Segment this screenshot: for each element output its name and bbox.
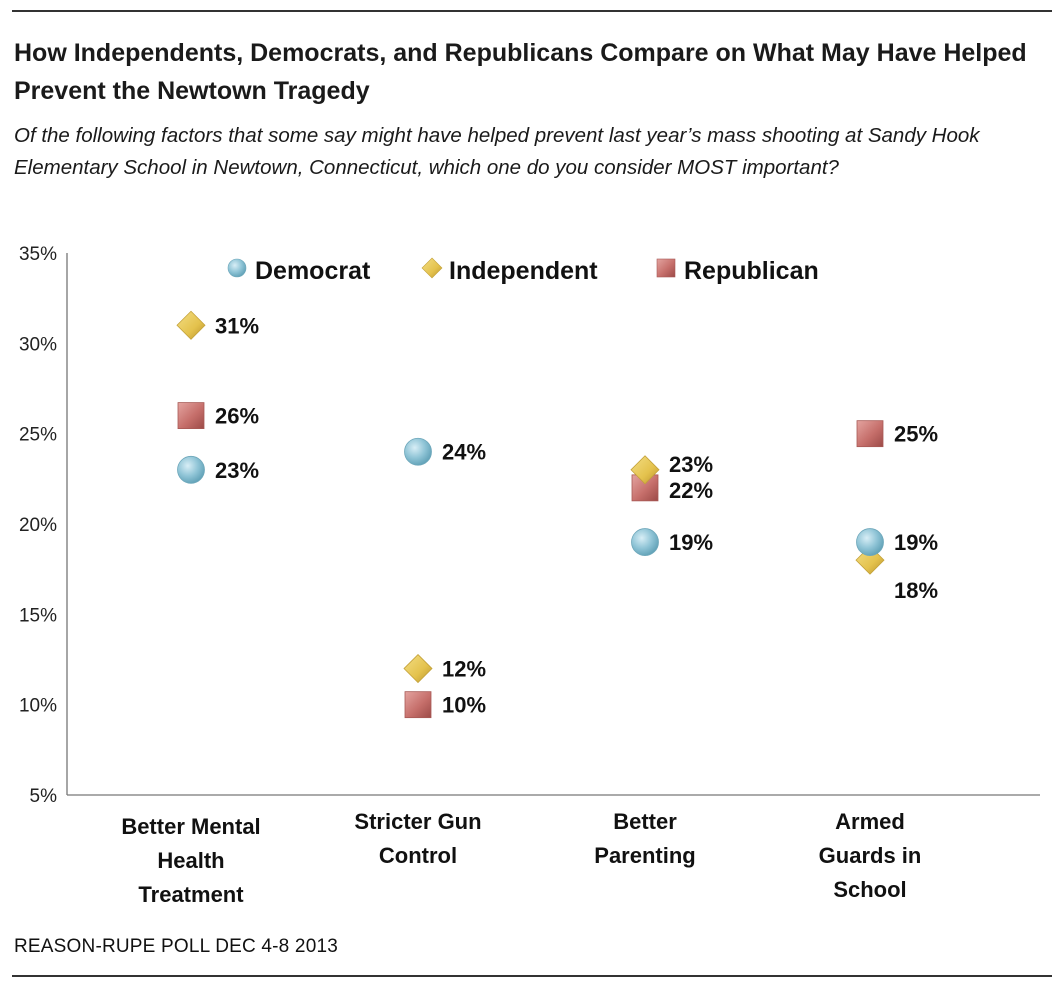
data-point-diamond — [176, 310, 206, 340]
x-category-label: Stricter Gun Control — [354, 809, 481, 868]
data-point-diamond — [630, 455, 660, 485]
legend: Democrat Independent Republican — [227, 257, 819, 285]
y-tick-label: 15% — [19, 605, 57, 626]
data-marks: 23% 24% 19% 19% 31% 12% 23% 18% 26% 10% 22% 25% — [176, 310, 938, 719]
legend-marker — [656, 258, 676, 278]
data-label: 24% — [442, 440, 486, 465]
data-label: 19% — [894, 530, 938, 555]
legend-marker — [421, 257, 443, 279]
legend-label: Republican — [684, 257, 819, 285]
data-point-diamond — [403, 653, 433, 684]
chart-title: How Independents, Democrats, and Republi… — [14, 39, 1027, 105]
legend-item: Democrat — [227, 257, 371, 285]
data-point-square — [856, 420, 884, 448]
x-category-label: Better Mental Health Treatment — [121, 814, 260, 907]
data-point-circle — [404, 437, 432, 466]
legend-item: Independent — [421, 257, 598, 285]
data-label: 26% — [215, 404, 259, 429]
x-category-label: Armed Guards in School — [819, 809, 922, 902]
data-point-circle — [631, 528, 659, 556]
bottom-rule — [12, 975, 1052, 977]
y-tick-label: 10% — [19, 696, 57, 717]
data-label: 25% — [894, 422, 938, 447]
data-label: 31% — [215, 313, 259, 338]
legend-label: Democrat — [255, 257, 371, 285]
legend-label: Independent — [449, 257, 598, 285]
top-rule — [12, 10, 1052, 12]
source-note: REASON-RUPE POLL DEC 4-8 2013 — [14, 936, 338, 957]
data-point-square — [177, 402, 205, 430]
chart-subtitle: Of the following factors that some say m… — [14, 124, 980, 179]
data-point-circle — [177, 455, 205, 484]
data-label: 23% — [669, 452, 713, 477]
data-label: 23% — [215, 458, 259, 483]
legend-marker — [227, 258, 247, 278]
data-label: 19% — [669, 530, 713, 555]
legend-item: Republican — [656, 257, 819, 285]
y-tick-label: 35% — [19, 244, 57, 265]
x-category-label: Better Parenting — [594, 809, 695, 868]
data-point-circle — [856, 528, 884, 556]
data-label: 10% — [442, 693, 486, 718]
data-label: 22% — [669, 478, 713, 503]
y-tick-label: 5% — [30, 786, 58, 807]
data-point-square — [404, 691, 432, 719]
data-label: 12% — [442, 657, 486, 682]
axes: 5% 10% 15% 20% 25% 30% 35% Better Mental Health T… — [19, 244, 1040, 907]
y-tick-label: 25% — [19, 425, 57, 446]
y-tick-label: 30% — [19, 334, 57, 355]
data-label: 18% — [894, 578, 938, 603]
y-tick-label: 20% — [19, 515, 57, 536]
